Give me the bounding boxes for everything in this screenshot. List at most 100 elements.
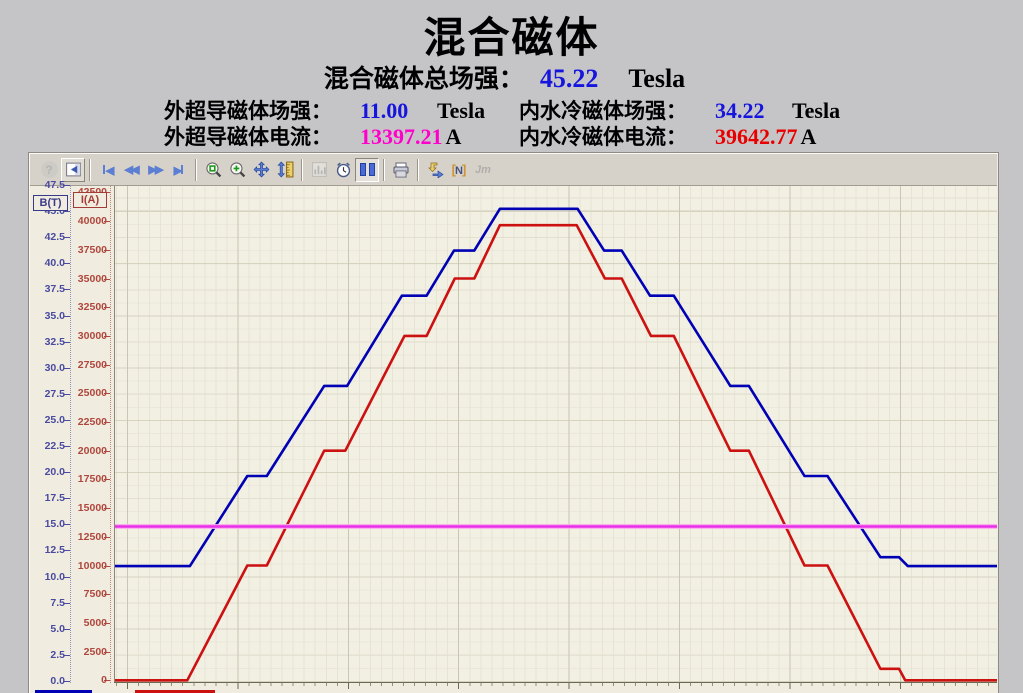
sc-current-readout: 外超导磁体电流： 13397.21 A (164, 121, 461, 151)
jm-button[interactable]: Jm (471, 158, 495, 182)
legend-total-field-line (35, 690, 92, 693)
help-icon: ? (40, 161, 58, 178)
total-field-unit: Tesla (628, 64, 686, 93)
i-axis-dotted-line (110, 186, 111, 683)
toolbar-separator (383, 158, 385, 181)
zoom-in-button[interactable] (225, 158, 249, 182)
i-axis-tick-label: 17500 (77, 473, 107, 486)
skip-to-start-icon: ◀ (102, 161, 114, 179)
b-axis-tick (64, 524, 70, 526)
i-axis-title: I(A) (73, 192, 107, 208)
b-axis-tick-label: 0.0 (50, 675, 65, 687)
i-axis-tick (104, 192, 110, 194)
y-axis-line (114, 186, 115, 683)
b-axis-tick (64, 654, 70, 656)
water-field-unit: Tesla (792, 98, 841, 123)
total-field-readout: 混合磁体总场强： 45.22 Tesla (0, 59, 1023, 95)
i-axis-tick-label: 40000 (77, 215, 107, 228)
sc-field-unit: Tesla (437, 98, 486, 123)
y-scale-icon (276, 161, 293, 178)
b-axis-tick-label: 32.5 (44, 335, 65, 348)
cursor-n-button[interactable]: [N] (447, 158, 471, 182)
b-axis-tick (64, 367, 70, 369)
bar-chart-icon (311, 162, 327, 177)
water-current-readout: 内水冷磁体电流： 39642.77 A (519, 121, 816, 151)
plot-area[interactable] (114, 186, 997, 683)
i-axis-tick (104, 622, 110, 624)
i-axis-tick-label: 32500 (77, 301, 107, 314)
i-axis-tick (104, 536, 110, 538)
total-field-B-curve (114, 207, 997, 568)
i-axis-tick-label: 5000 (83, 616, 107, 629)
b-axis-tick-label: 42.5 (44, 231, 65, 244)
sc-field-label: 外超导磁体场强： (164, 100, 332, 123)
b-axis-tick (64, 185, 70, 187)
b-axis-tick (64, 446, 70, 448)
i-axis-tick (104, 249, 110, 251)
i-axis-tick (104, 278, 110, 280)
b-axis-tick (64, 576, 70, 578)
pan-button[interactable] (249, 158, 273, 182)
b-axis-tick-label: 7.5 (50, 596, 65, 609)
print-button[interactable] (389, 158, 413, 182)
i-axis-tick (104, 393, 110, 395)
pause-button[interactable] (355, 157, 379, 182)
zoom-in-icon (229, 162, 245, 178)
b-axis-tick-label: 27.5 (44, 387, 65, 400)
i-axis-tick-label: 37500 (77, 243, 107, 256)
i-axis-tick (104, 508, 110, 510)
export-arrows-icon (427, 162, 444, 178)
toolbar-separator (417, 158, 419, 181)
sc-current-unit: A (445, 124, 462, 149)
water-field-label: 内水冷磁体场强： (519, 100, 687, 123)
i-axis-tick (104, 680, 110, 682)
i-axis-tick-label: 30000 (77, 329, 107, 342)
b-axis-tick (64, 472, 70, 474)
fast-forward-icon: ▶▶ (148, 164, 164, 176)
skip-to-end-icon: ▶ (174, 161, 184, 179)
i-axis-tick-label: 12500 (77, 530, 107, 543)
water-current-unit: A (800, 124, 817, 149)
printer-icon (393, 162, 409, 177)
y-scale-button[interactable] (273, 158, 297, 182)
water-current-value: 39642.77 (715, 124, 798, 149)
x-axis-ticks (114, 683, 997, 689)
water-field-readout: 内水冷磁体场强： 34.22 Tesla (519, 95, 840, 125)
b-axis-tick-label: 17.5 (44, 492, 65, 505)
x-axis-line (114, 682, 997, 683)
help-button[interactable]: ? (37, 158, 61, 182)
clock-icon (336, 162, 350, 178)
b-axis-tick-label: 25.0 (44, 413, 65, 426)
b-axis-tick (64, 263, 70, 265)
skip-to-end-button[interactable]: ▶ (167, 158, 191, 182)
panel-toggle-button[interactable] (61, 157, 85, 182)
i-axis-tick (104, 364, 110, 366)
i-axis-tick-label: 7500 (83, 588, 107, 601)
sc-current-value: 13397.21 (360, 124, 443, 149)
b-axis-tick (64, 681, 70, 682)
y-axis-ticks-layer: 47.5 45.0 42.5 40.0 37.5 35.0 32.5 30.0 27.5 25.0… (30, 179, 114, 687)
b-axis-tick (64, 237, 70, 239)
b-axis-tick-label: 20.0 (44, 466, 65, 479)
zoom-out-icon (205, 162, 221, 178)
time-axis-button[interactable] (331, 158, 355, 182)
pan-icon (253, 161, 269, 178)
total-field-label: 混合磁体总场强： (323, 65, 524, 93)
zoom-reset-button[interactable] (201, 158, 225, 182)
b-axis-tick (64, 393, 70, 395)
b-axis-tick-label: 22.5 (44, 440, 65, 453)
b-axis-tick-label: 2.5 (50, 648, 65, 661)
b-axis-tick-label: 35.0 (44, 309, 65, 322)
b-axis-tick (64, 419, 70, 421)
rewind-button[interactable]: ◀◀ (119, 158, 143, 182)
i-axis-tick (104, 221, 110, 223)
b-axis-tick (64, 498, 70, 500)
sc-field-readout: 外超导磁体场强： 11.00 Tesla (164, 95, 485, 125)
skip-to-start-button[interactable]: ◀ (95, 158, 119, 182)
toolbar-separator (89, 158, 91, 181)
chart-settings-button[interactable] (307, 158, 331, 182)
i-axis-tick-label: 0 (70, 674, 107, 686)
export-button[interactable] (423, 158, 447, 182)
fast-forward-button[interactable]: ▶▶ (143, 158, 167, 182)
